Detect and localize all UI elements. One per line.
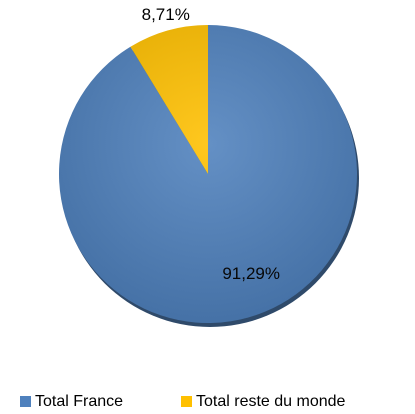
data-label: 8,71% [142, 5, 190, 24]
data-label: 91,29% [222, 264, 280, 283]
legend-label: Total France [35, 393, 123, 410]
legend-swatch [20, 396, 31, 407]
legend-label: Total reste du monde [196, 393, 346, 410]
legend-swatch [181, 396, 192, 407]
